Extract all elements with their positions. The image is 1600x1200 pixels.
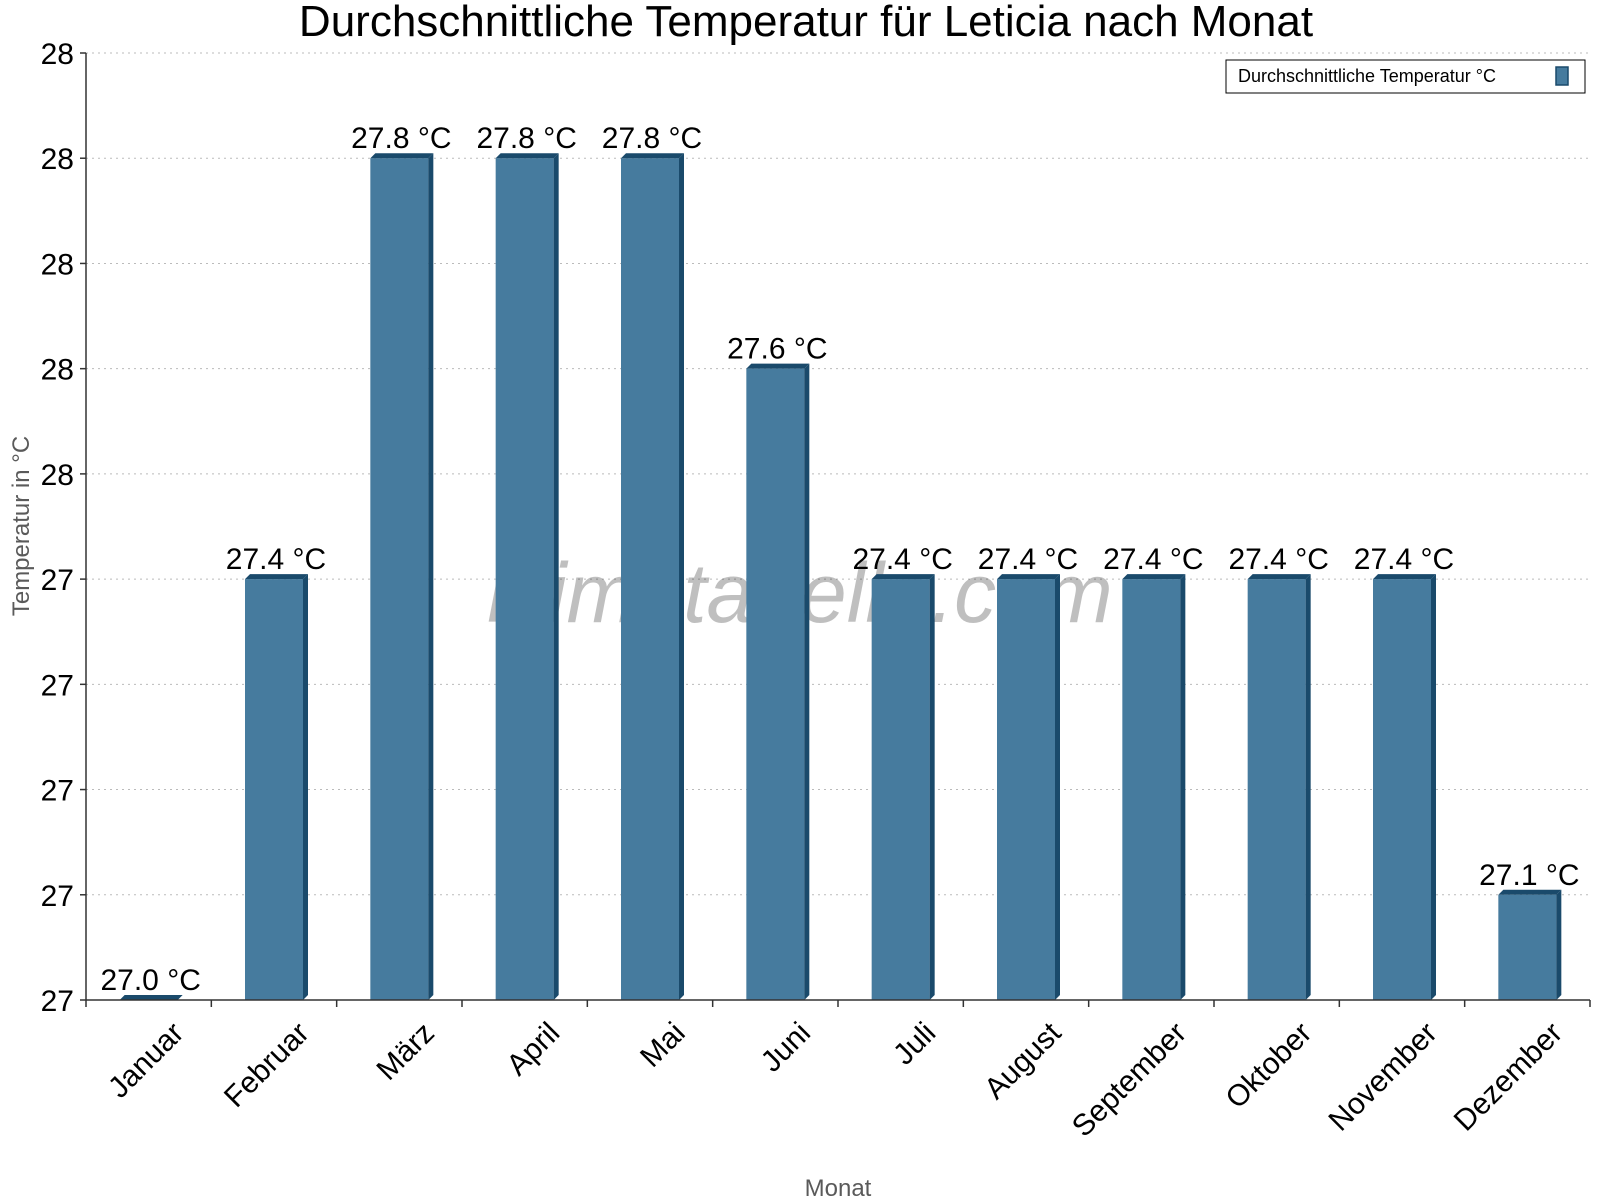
data-label: 27.4 °C xyxy=(1103,543,1203,576)
bar xyxy=(1373,574,1436,1000)
data-label: 27.4 °C xyxy=(1354,543,1454,576)
bar-front xyxy=(746,368,805,1001)
bar xyxy=(871,574,935,1000)
bar-side xyxy=(553,153,559,1000)
data-label: 27.4 °C xyxy=(1228,543,1328,576)
legend-box xyxy=(1225,59,1586,94)
x-tick-label: März xyxy=(371,1016,441,1086)
bar-top xyxy=(621,153,684,159)
bar-front xyxy=(1247,579,1306,1000)
y-tick-label: 27 xyxy=(41,775,74,808)
bar-top xyxy=(370,153,434,159)
y-tick-label: 28 xyxy=(41,38,74,71)
y-tick-label: 28 xyxy=(41,459,74,492)
bar xyxy=(1498,889,1562,1000)
bar xyxy=(1122,574,1186,1000)
chart-title: Durchschnittliche Temperatur für Leticia… xyxy=(299,0,1313,46)
bar xyxy=(495,153,559,1000)
bar-front xyxy=(997,579,1055,1000)
bar xyxy=(997,574,1060,1000)
bar-front xyxy=(1122,579,1181,1000)
bar-top xyxy=(495,153,559,159)
data-label: 27.6 °C xyxy=(727,333,827,366)
bar-top xyxy=(1247,574,1311,580)
bar xyxy=(1247,574,1311,1000)
bar-top xyxy=(746,363,810,369)
legend-label: Durchschnittliche Temperatur °C xyxy=(1238,66,1496,86)
bars xyxy=(119,153,1562,1001)
bar-side xyxy=(1180,574,1186,1000)
grid-lines xyxy=(86,52,1590,896)
bar-top xyxy=(871,574,935,580)
data-label: 27.8 °C xyxy=(351,122,451,155)
data-label: 27.8 °C xyxy=(602,122,702,155)
y-tick-label: 28 xyxy=(41,354,74,387)
x-tick-label: September xyxy=(1066,1016,1193,1143)
data-label: 27.0 °C xyxy=(100,964,200,997)
bar-side xyxy=(1305,574,1311,1000)
data-label: 27.1 °C xyxy=(1479,859,1579,892)
bar-front xyxy=(1373,579,1431,1000)
x-axis-ticks: Januar Februar März April Mai Juni Juli AugustS… xyxy=(85,1000,1591,1143)
bar-top xyxy=(119,995,183,1000)
bar-front xyxy=(245,579,303,1000)
bar xyxy=(119,995,183,1000)
y-tick-label: 28 xyxy=(41,248,74,281)
bar-side xyxy=(1055,574,1060,1000)
bar-side xyxy=(428,153,434,1000)
x-tick-label: Oktober xyxy=(1220,1016,1319,1115)
x-tick-label: Juli xyxy=(887,1016,942,1071)
y-tick-label: 27 xyxy=(41,669,74,702)
bar-side xyxy=(1556,889,1562,1000)
bar-top xyxy=(245,574,308,580)
bar-front xyxy=(370,158,429,1000)
bar-front xyxy=(495,158,554,1000)
data-label: 27.4 °C xyxy=(978,543,1078,576)
bar xyxy=(746,363,810,1001)
bar-side xyxy=(303,574,308,1000)
x-tick-label: August xyxy=(978,1016,1068,1106)
legend-swatch xyxy=(1555,66,1569,86)
x-tick-label: Januar xyxy=(102,1016,190,1104)
x-tick-label: Juni xyxy=(755,1016,817,1078)
data-labels: 27.0 °C 27.4 °C 27.8 °C 27.8 °C 27.8 °C 27.6 … xyxy=(100,122,1579,997)
x-tick-label: Februar xyxy=(218,1016,316,1114)
x-tick-label: Mai xyxy=(634,1016,692,1074)
bar-side xyxy=(1431,574,1436,1000)
bar-top xyxy=(1373,574,1436,580)
data-label: 27.4 °C xyxy=(226,543,326,576)
bar xyxy=(245,574,308,1000)
bar-front xyxy=(871,579,930,1000)
bar-top xyxy=(1498,889,1562,895)
axes xyxy=(85,53,1590,1001)
bar-top xyxy=(1122,574,1186,580)
y-axis-title: Temperatur in °C xyxy=(8,436,35,616)
y-tick-label: 27 xyxy=(41,880,74,913)
bar-front xyxy=(621,158,679,1000)
bar-top xyxy=(997,574,1060,580)
data-label: 27.8 °C xyxy=(476,122,576,155)
bar-front xyxy=(1498,894,1557,1000)
y-tick-label: 27 xyxy=(41,564,74,597)
x-tick-label: Dezember xyxy=(1448,1016,1569,1137)
data-label: 27.4 °C xyxy=(852,543,952,576)
bar xyxy=(370,153,434,1000)
y-axis-ticks: 27 27 27 27 27 28 28 28 28 28 xyxy=(41,38,86,1018)
x-tick-label: April xyxy=(501,1016,567,1082)
y-tick-label: 27 xyxy=(41,985,74,1018)
legend: Durchschnittliche Temperatur °C xyxy=(1225,59,1586,94)
x-tick-label: November xyxy=(1322,1016,1443,1137)
x-axis-title: Monat xyxy=(805,1175,872,1200)
bar-side xyxy=(804,363,810,1001)
y-tick-label: 28 xyxy=(41,143,74,176)
bar-side xyxy=(679,153,684,1000)
bar xyxy=(621,153,684,1000)
bar-side xyxy=(929,574,935,1000)
